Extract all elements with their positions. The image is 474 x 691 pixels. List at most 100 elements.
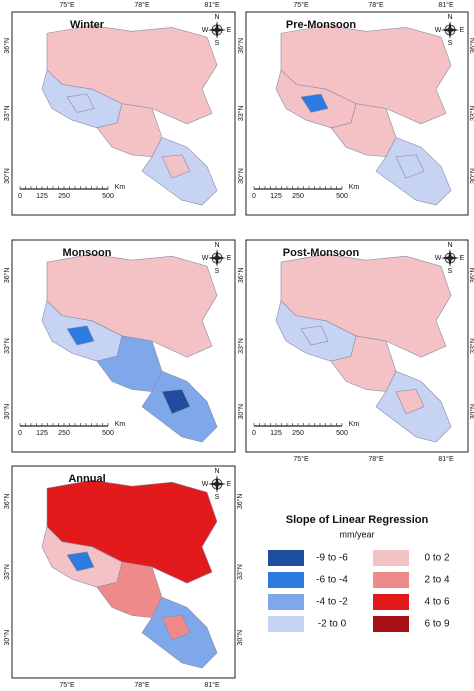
legend-swatch: [373, 572, 409, 588]
region: [66, 551, 95, 572]
map-panel: Annual N SE W: [11, 465, 236, 679]
lat-label: 36°N: [236, 494, 244, 510]
compass-w: W: [202, 27, 209, 34]
scale-label: 500: [336, 430, 348, 437]
compass-n: N: [447, 242, 452, 249]
region: [161, 389, 191, 415]
legend-title: Slope of Linear Regression: [286, 514, 429, 526]
scale-label: 0: [18, 193, 22, 200]
region: [66, 325, 95, 346]
scale-unit: Km: [115, 184, 126, 191]
lon-label: 78°E: [134, 681, 150, 689]
scale-unit: Km: [115, 421, 126, 428]
lon-label: 78°E: [368, 1, 384, 9]
lat-label: 33°N: [469, 338, 474, 354]
lat-label: 30°N: [237, 404, 245, 420]
legend-swatch: [373, 616, 409, 632]
map: [41, 25, 218, 206]
legend-swatch: [373, 550, 409, 566]
legend-label: -2 to 0: [318, 619, 347, 630]
compass-w: W: [202, 255, 209, 262]
lat-label: 30°N: [469, 168, 474, 184]
scale-label: 125: [36, 430, 48, 437]
compass-e: E: [227, 255, 232, 262]
panel-title: Pre-Monsoon: [286, 19, 357, 31]
compass-needle: [441, 249, 459, 267]
lon-label: 75°E: [59, 681, 75, 689]
lat-label: 30°N: [3, 168, 11, 184]
legend-swatch: [373, 594, 409, 610]
lon-label: 81°E: [438, 1, 454, 9]
compass-n: N: [447, 14, 452, 21]
panel-title: Post-Monsoon: [283, 247, 360, 259]
lon-label: 78°E: [368, 455, 384, 463]
scale-label: 250: [292, 193, 304, 200]
lat-label: 30°N: [3, 630, 11, 646]
scale-label: 125: [270, 193, 282, 200]
lat-label: 30°N: [236, 630, 244, 646]
region: [66, 93, 95, 113]
compass-w: W: [435, 255, 442, 262]
scale-label: 500: [102, 430, 114, 437]
scale-label: 500: [102, 193, 114, 200]
compass-e: E: [460, 27, 465, 34]
lat-label: 33°N: [237, 338, 245, 354]
lon-label: 81°E: [438, 455, 454, 463]
compass-e: E: [227, 27, 232, 34]
lat-label: 36°N: [3, 38, 11, 54]
compass-n: N: [214, 242, 219, 249]
lat-label: 36°N: [237, 38, 245, 54]
compass-s: S: [448, 40, 453, 47]
map: [275, 253, 452, 443]
lat-label: 30°N: [237, 168, 245, 184]
scale-label: 500: [336, 193, 348, 200]
compass-s: S: [215, 268, 220, 275]
scale-label: 125: [36, 193, 48, 200]
lat-label: 33°N: [237, 106, 245, 122]
compass-w: W: [202, 481, 209, 488]
legend-label: 0 to 2: [424, 553, 449, 564]
scale-unit: Km: [349, 421, 360, 428]
lat-label: 33°N: [3, 338, 11, 354]
legend-swatch: [268, 550, 304, 566]
compass-s: S: [448, 268, 453, 275]
compass-s: S: [215, 40, 220, 47]
lon-label: 75°E: [293, 1, 309, 9]
lat-label: 30°N: [469, 404, 474, 420]
compass-needle: [208, 249, 226, 267]
lat-label: 33°N: [3, 106, 11, 122]
compass-needle: [208, 21, 226, 39]
lon-label: 75°E: [293, 455, 309, 463]
scale-label: 0: [252, 193, 256, 200]
lat-label: 36°N: [469, 268, 474, 284]
legend-label: 4 to 6: [424, 597, 449, 608]
legend-swatch: [268, 616, 304, 632]
lat-label: 33°N: [469, 106, 474, 122]
scale-label: 0: [252, 430, 256, 437]
lat-label: 33°N: [236, 564, 244, 580]
compass-s: S: [215, 494, 220, 501]
panel-title: Monsoon: [63, 247, 112, 259]
compass-needle: [441, 21, 459, 39]
compass-w: W: [435, 27, 442, 34]
map: [275, 25, 452, 206]
panel-title: Winter: [70, 19, 105, 31]
compass-n: N: [214, 468, 219, 475]
lon-label: 81°E: [204, 1, 220, 9]
lat-label: 36°N: [3, 268, 11, 284]
region: [395, 154, 425, 179]
lat-label: 36°N: [469, 38, 474, 54]
compass-e: E: [227, 481, 232, 488]
region: [161, 154, 191, 179]
lon-label: 75°E: [59, 1, 75, 9]
lon-label: 78°E: [134, 1, 150, 9]
compass-needle: [208, 475, 226, 493]
scale-unit: Km: [349, 184, 360, 191]
scale-label: 250: [292, 430, 304, 437]
scale-label: 125: [270, 430, 282, 437]
compass-n: N: [214, 14, 219, 21]
legend-label: 6 to 9: [424, 619, 449, 630]
region: [161, 615, 191, 641]
